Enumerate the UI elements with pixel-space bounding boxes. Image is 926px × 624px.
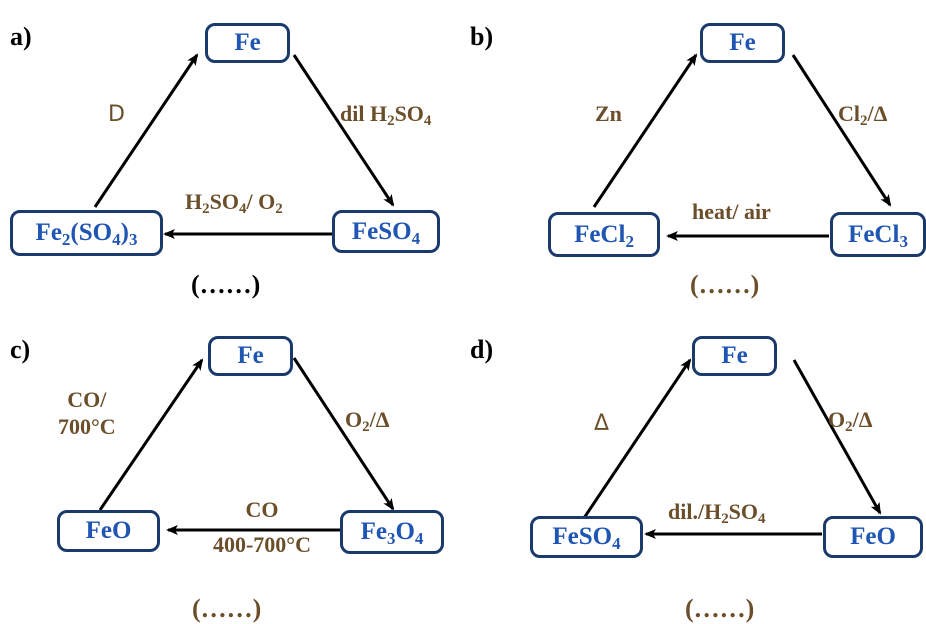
panel-a-top-text: Fe: [234, 29, 261, 56]
panel-a-edge-right-label: dil H2SO4: [340, 101, 432, 130]
arrow-c-left: [98, 358, 204, 511]
panel-a-left-compound: Fe2(SO4)3: [10, 210, 163, 256]
panel-c-left-compound: FeO: [57, 510, 160, 552]
panel-b-top-compound: Fe: [700, 23, 785, 63]
panel-a-right-text: FeSO4: [351, 217, 421, 248]
panel-b-letter: b): [470, 22, 494, 51]
panel-c-top-compound: Fe: [208, 336, 293, 376]
panel-a-top-compound: Fe: [205, 23, 290, 63]
panel-c-top-text: Fe: [237, 342, 264, 369]
panel-d-edge-bottom-label: dil./H2SO4: [668, 499, 766, 528]
panel-c-letter: c): [10, 335, 31, 364]
panel-a-letter: a): [10, 22, 32, 51]
arrow-a-right: [292, 54, 395, 207]
panel-a-answer-blank: (……): [191, 270, 261, 299]
panel-d-edge-right-label: O2/Δ: [828, 407, 873, 436]
panel-d-letter: d): [470, 335, 494, 364]
arrow-d-left: [582, 358, 692, 519]
panel-d-left-compound: FeSO4: [530, 516, 643, 558]
panel-c-edge-left-label: CO/ 700°C: [58, 387, 116, 440]
arrow-b-left: [592, 53, 698, 208]
panel-d-answer-blank: (……): [685, 594, 755, 623]
panel-d-right-text: FeO: [850, 523, 896, 550]
panel-b-right-text: FeCl3: [848, 220, 908, 251]
panel-c-right-compound: Fe3O4: [340, 510, 444, 554]
panel-d-edge-left-label: Δ: [594, 411, 610, 436]
panel-c-edge-bottom-label: CO 400-700°C: [212, 497, 311, 558]
arrow-c-right: [292, 357, 395, 511]
panel-d-right-compound: FeO: [823, 516, 923, 558]
panel-b-edge-bottom-label: heat/ air: [692, 199, 771, 224]
panel-b-edge-right-label: Cl2/Δ: [838, 101, 888, 130]
panel-d-top-compound: Fe: [692, 336, 777, 376]
panel-d-left-text: FeSO4: [552, 523, 621, 553]
panel-b-left-text: FeCl2: [574, 220, 634, 251]
arrow-d-right: [792, 359, 882, 515]
panel-a-edge-bottom-label: H2SO4/ O2: [185, 189, 283, 218]
panel-c-left-text: FeO: [85, 517, 132, 544]
panel-c-edge-right-label: O2/Δ: [345, 407, 390, 436]
panel-b-left-compound: FeCl2: [548, 212, 660, 257]
panel-b-top-text: Fe: [729, 29, 756, 56]
arrow-b-right: [791, 54, 892, 207]
panel-b-answer-blank: (……): [690, 270, 760, 299]
panel-d-top-text: Fe: [721, 342, 748, 369]
panel-c-answer-blank: (……): [192, 594, 262, 623]
panel-a-left-text: Fe2(SO4)3: [35, 219, 138, 249]
arrow-a-left: [93, 53, 199, 208]
panel-b-edge-left-label: Zn: [595, 101, 622, 126]
panel-a-right-compound: FeSO4: [332, 210, 440, 253]
panel-a-edge-left-label: D: [108, 102, 125, 127]
panel-b-right-compound: FeCl3: [830, 212, 926, 257]
panel-c-right-text: Fe3O4: [360, 518, 424, 548]
